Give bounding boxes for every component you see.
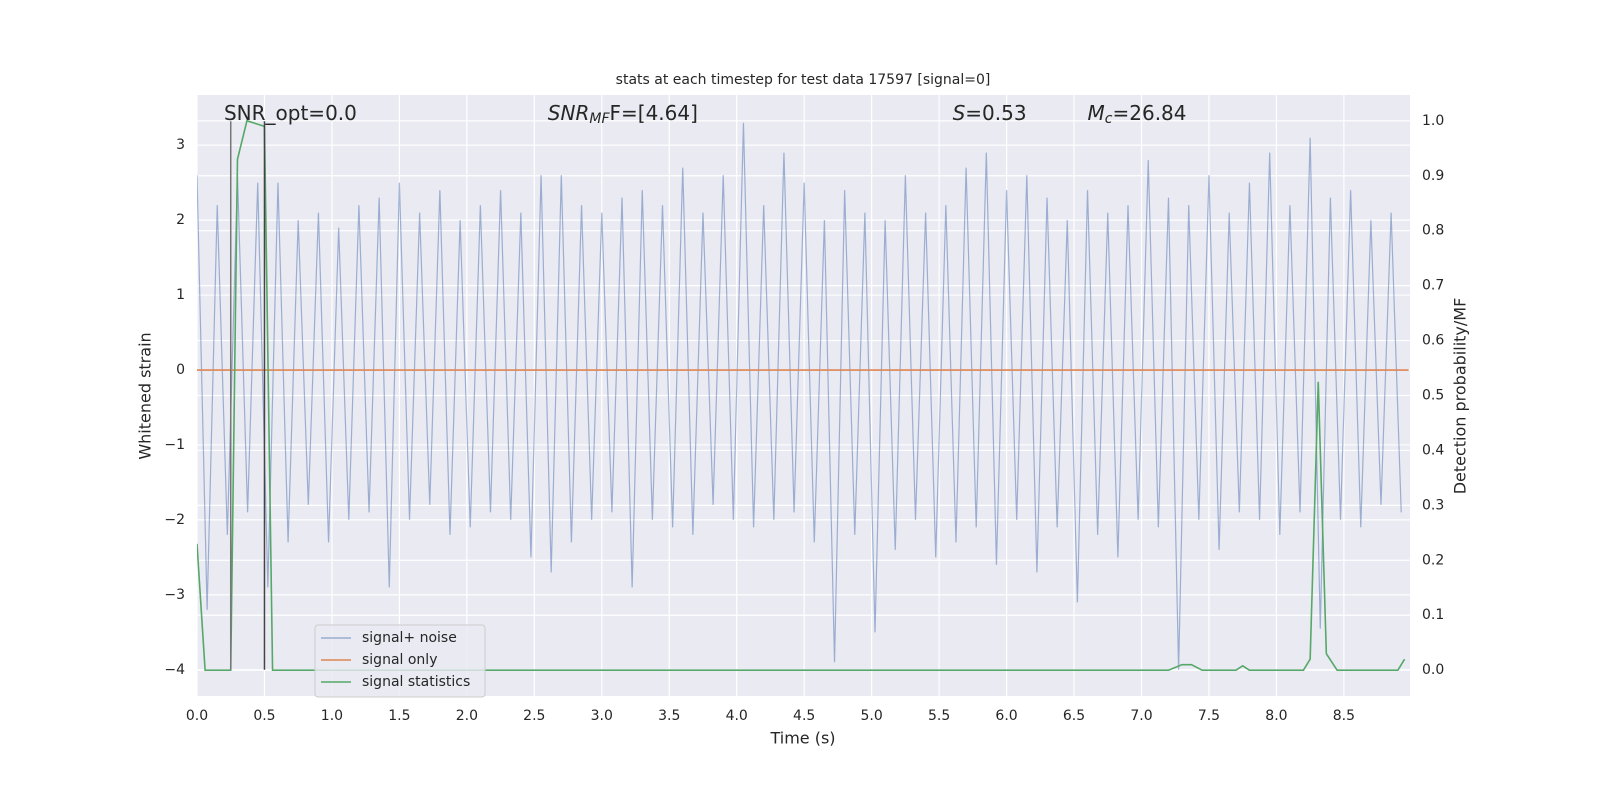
y-tick-label: 0: [176, 362, 185, 378]
legend-label: signal only: [362, 652, 437, 668]
x-tick-label: 0.5: [253, 708, 275, 724]
series-line: [197, 122, 1402, 670]
y2-tick-label: 0.6: [1422, 333, 1444, 349]
annotation: SNRMFF=[4.64]: [548, 101, 698, 128]
labels: 0.0 0.5 1.0 1.5 2.0 2.5 3.0 3.5 4.0 4.5 5.0 5.5 6.0 6…: [164, 113, 1444, 724]
x-tick-label: 3.5: [658, 708, 680, 724]
y-tick-label: 2: [176, 212, 185, 228]
y2-axis-label: Detection probability/MF: [1451, 298, 1470, 495]
annotation-part: c: [1105, 111, 1113, 127]
y-tick-label: −3: [164, 587, 185, 603]
annotation-part: SNR_opt=0.0: [224, 101, 357, 125]
x-tick-label: 1.5: [388, 708, 410, 724]
y2-tick-label: 0.2: [1422, 552, 1444, 568]
legend: signal+ noise signal only signal statistic…: [314, 624, 486, 698]
y-tick-label: 3: [176, 137, 185, 153]
x-tick-label: 1.0: [321, 708, 343, 724]
annotation-part: MF: [589, 111, 610, 127]
annotation-part: M: [1088, 101, 1105, 125]
x-axis-label: Time (s): [769, 729, 835, 748]
y2-tick-label: 1.0: [1422, 113, 1444, 129]
chart-title: stats at each timestep for test data 175…: [616, 72, 991, 88]
y2-tick-label: 0.1: [1422, 607, 1444, 623]
x-tick-label: 5.5: [928, 708, 950, 724]
x-tick-label: 6.0: [995, 708, 1017, 724]
legend-box: [314, 624, 486, 698]
x-tick-label: 4.5: [793, 708, 815, 724]
annotation-part: =0.53: [965, 101, 1026, 125]
x-tick-label: 2.5: [523, 708, 545, 724]
annotation-part: SNR: [548, 101, 590, 125]
y2-tick-label: 0.5: [1422, 388, 1444, 404]
x-tick-label: 3.0: [591, 708, 613, 724]
annotation-part: =26.84: [1112, 101, 1186, 125]
y-axis-label: Whitened strain: [136, 332, 155, 459]
x-tick-label: 6.5: [1063, 708, 1085, 724]
y2-tick-label: 0.9: [1422, 168, 1444, 184]
annotation: Mc=26.84: [1088, 101, 1187, 128]
annotation-part: S: [953, 101, 966, 125]
y2-tick-label: 0.0: [1422, 662, 1444, 678]
x-tick-label: 8.5: [1333, 708, 1355, 724]
y2-tick-label: 0.4: [1422, 442, 1444, 458]
y2-tick-label: 0.8: [1422, 223, 1444, 239]
x-tick-label: 7.0: [1130, 708, 1152, 724]
legend-label: signal statistics: [362, 674, 470, 690]
x-tick-label: 0.0: [186, 708, 208, 724]
annotation-part: F=[4.64]: [610, 101, 698, 125]
annotation: SNR_opt=0.0: [224, 101, 357, 125]
y-tick-label: −2: [164, 512, 185, 528]
y2-tick-label: 0.7: [1422, 278, 1444, 294]
x-tick-label: 8.0: [1265, 708, 1287, 724]
x-tick-label: 4.0: [726, 708, 748, 724]
x-tick-label: 2.0: [456, 708, 478, 724]
series-line: [197, 119, 1406, 671]
y-tick-label: −4: [164, 662, 185, 678]
x-tick-label: 7.5: [1198, 708, 1220, 724]
y-tick-label: 1: [176, 287, 185, 303]
y2-tick-label: 0.3: [1422, 497, 1444, 513]
y-tick-label: −1: [164, 437, 185, 453]
legend-label: signal+ noise: [362, 630, 457, 646]
x-tick-label: 5.0: [861, 708, 883, 724]
annotation: S=0.53: [953, 101, 1027, 125]
marks: [197, 119, 1409, 671]
